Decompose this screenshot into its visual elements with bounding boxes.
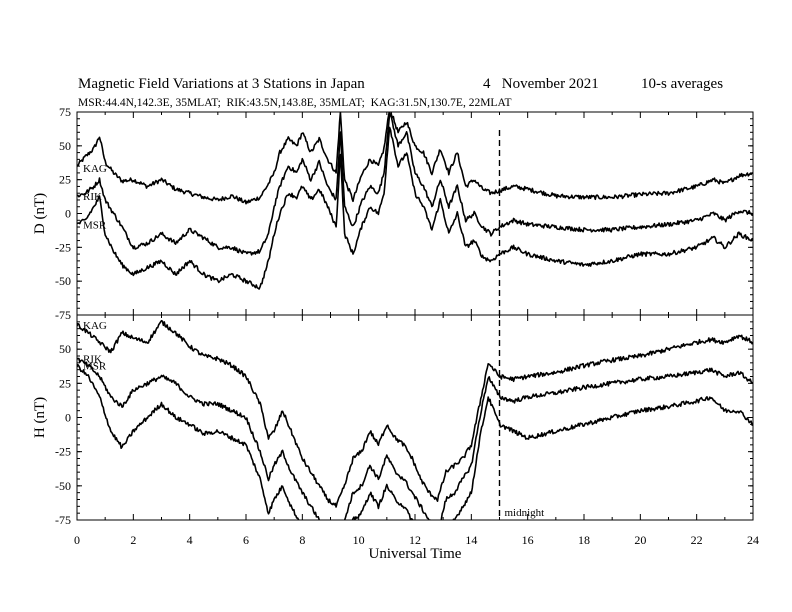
x-tick-label: 20 [634, 533, 646, 547]
x-tick-label: 10 [353, 533, 365, 547]
y-tick-label: -75 [55, 513, 71, 527]
trace-kag-top [77, 112, 753, 205]
figure-title: Magnetic Field Variations at 3 Stations … [78, 76, 365, 92]
x-tick-label: 0 [74, 533, 80, 547]
x-tick-label: 18 [578, 533, 590, 547]
x-tick-label: 8 [299, 533, 305, 547]
y-tick-label: 75 [59, 105, 71, 119]
trace-msr-bottom [77, 363, 753, 520]
x-tick-label: 6 [243, 533, 249, 547]
x-tick-label: 4 [187, 533, 193, 547]
y-tick-label: -50 [55, 479, 71, 493]
top-panel-frame [76, 111, 754, 316]
series-label-msr-bottom: MSR [83, 361, 107, 373]
x-tick-label: 2 [130, 533, 136, 547]
series-label-rik-top: RIK [83, 191, 102, 203]
figure-subtitle: MSR:44.4N,142.3E, 35MLAT; RIK:43.5N,143.… [78, 97, 512, 109]
x-tick-label: 24 [747, 533, 759, 547]
y-tick-label: -75 [55, 308, 71, 322]
figure-note: 10-s averages [641, 76, 723, 92]
midnight-label: midnight [505, 507, 545, 519]
y-tick-label: -50 [55, 274, 71, 288]
y-tick-label: 50 [59, 139, 71, 153]
series-label-kag-bottom: KAG [83, 320, 107, 332]
y-tick-label: 25 [59, 173, 71, 187]
top-panel-ylabel: D (nT) [32, 193, 48, 234]
series-label-kag-top: KAG [83, 163, 107, 175]
trace-rik-top [77, 112, 753, 256]
x-tick-label: 22 [691, 533, 703, 547]
series-label-msr-top: MSR [83, 219, 107, 231]
y-tick-label: 0 [65, 207, 71, 221]
figure-date: 4 November 2021 [483, 76, 599, 92]
top-panel-traces [77, 112, 753, 290]
x-tick-label: 16 [522, 533, 534, 547]
y-tick-label: -25 [55, 240, 71, 254]
trace-msr-top [77, 126, 753, 290]
x-tick-label: 14 [465, 533, 477, 547]
series-label-rik-bottom: RIK [83, 354, 102, 366]
x-axis-label: Universal Time [369, 546, 462, 562]
y-tick-label: 25 [59, 376, 71, 390]
bottom-panel-ylabel: H (nT) [32, 397, 48, 438]
x-tick-label: 12 [409, 533, 421, 547]
y-tick-label: -25 [55, 445, 71, 459]
trace-rik-bottom [77, 357, 753, 520]
trace-kag-bottom [77, 319, 753, 508]
bottom-panel-traces [77, 319, 753, 520]
y-tick-label: 50 [59, 342, 71, 356]
y-tick-label: 0 [65, 411, 71, 425]
